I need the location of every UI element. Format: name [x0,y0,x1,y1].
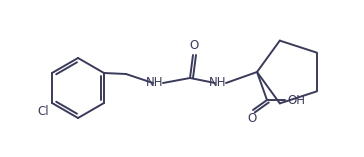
Text: NH: NH [209,76,227,89]
Text: NH: NH [146,76,164,89]
Text: O: O [248,112,257,125]
Text: O: O [189,39,199,52]
Text: Cl: Cl [37,105,49,118]
Text: OH: OH [287,94,305,106]
